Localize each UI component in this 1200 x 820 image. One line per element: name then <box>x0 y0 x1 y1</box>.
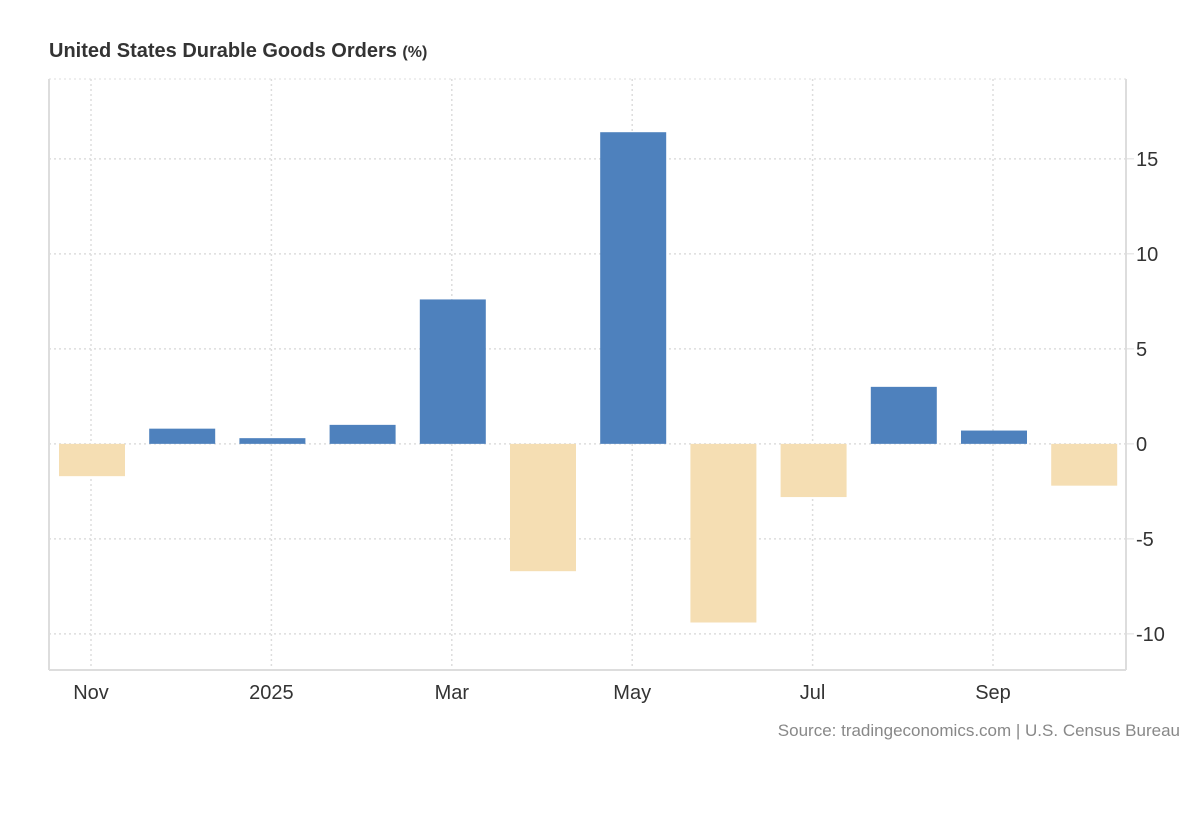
x-tick-label: 2025 <box>249 682 294 704</box>
bar-apr-2025 <box>510 443 576 572</box>
bar-jan-2025 <box>239 438 306 444</box>
x-tick-label: Sep <box>975 682 1011 704</box>
source-note: Source: tradingeconomics.com | U.S. Cens… <box>777 721 1180 740</box>
y-tick-label: 15 <box>1136 149 1158 171</box>
bar-jul-2025 <box>780 443 847 498</box>
title-unit: (%) <box>402 44 428 61</box>
x-tick-label: Nov <box>73 682 109 704</box>
y-tick-label: 10 <box>1136 244 1158 266</box>
bar-feb-2025 <box>329 424 396 444</box>
bar-oct-2025 <box>1051 443 1118 486</box>
x-tick-label: Mar <box>435 682 470 704</box>
bar-may-2025 <box>600 132 667 444</box>
x-tick-label: May <box>613 682 651 704</box>
y-tick-label: 0 <box>1136 434 1147 456</box>
y-tick-label: -5 <box>1136 529 1154 551</box>
chart-title: United States Durable Goods Orders (%) <box>49 40 427 63</box>
bar-dec-2024 <box>149 428 216 444</box>
y-tick-label: -10 <box>1136 624 1165 646</box>
bar-sep-2025 <box>961 430 1027 444</box>
bar-mar-2025 <box>419 299 486 444</box>
y-tick-label: 5 <box>1136 339 1147 361</box>
x-tick-label: Jul <box>800 682 826 704</box>
title-text: United States Durable Goods Orders <box>49 40 397 62</box>
bar-nov-2024 <box>59 443 125 477</box>
bar-aug-2025 <box>870 386 937 444</box>
bar-jun-2025 <box>690 443 757 623</box>
